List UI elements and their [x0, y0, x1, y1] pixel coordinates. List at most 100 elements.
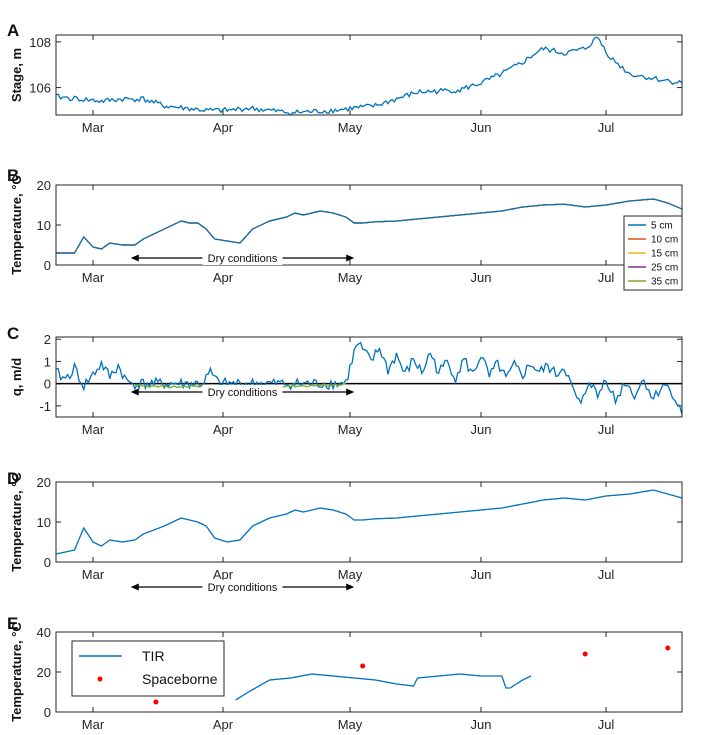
series-line-5cm — [56, 198, 682, 254]
x-tick-label: Mar — [82, 120, 105, 135]
panel-C: C -1 0 1 2 Mar Apr May Jun Jul q, m/d — [7, 324, 683, 437]
y-tick-label: 0 — [44, 555, 51, 570]
y-tick-label: 10 — [37, 515, 51, 530]
panel-D: D 0 10 20 Mar Apr May Jun Jul Temperature, °C — [7, 469, 683, 582]
x-tick-label: Jul — [598, 717, 615, 732]
spaceborne-point — [360, 663, 366, 669]
x-tick-label: May — [338, 567, 363, 582]
y-axis-label: Temperature, °C — [9, 175, 24, 275]
legend-label: 35 cm — [651, 277, 678, 288]
arrow-right-icon — [346, 583, 355, 591]
y-axis-label: Stage, m — [9, 48, 24, 102]
y-axis-label: q, m/d — [9, 358, 24, 396]
plot-area — [153, 645, 671, 705]
legend-label: 25 cm — [651, 263, 678, 274]
x-tick-label: May — [338, 717, 363, 732]
x-tick-label: Jul — [598, 567, 615, 582]
x-tick-label: Apr — [213, 717, 234, 732]
plot-area — [56, 36, 682, 115]
x-tick-label: Jun — [471, 120, 492, 135]
arrow-right-icon — [346, 254, 355, 262]
series-line-q — [56, 341, 682, 415]
legend-label-spaceborne: Spaceborne — [142, 671, 218, 687]
panel-letter: C — [7, 324, 19, 343]
legend-label: 10 cm — [651, 235, 678, 246]
axis-frame — [55, 481, 683, 563]
x-tick-label: Apr — [213, 567, 234, 582]
dry-conditions-annotation: Dry conditions — [130, 385, 355, 399]
dry-conditions-annotation: Dry conditions — [130, 580, 355, 594]
arrow-right-icon — [346, 388, 355, 396]
axis-frame — [55, 336, 683, 418]
annotation-text: Dry conditions — [208, 582, 278, 594]
panel-A: A 106 108 Mar Apr May Jun Jul Stage, m — [7, 21, 683, 135]
x-tick-label: Apr — [213, 270, 234, 285]
panel-letter: A — [7, 21, 19, 40]
x-tick-label: Jun — [471, 422, 492, 437]
axis-frame — [55, 631, 683, 713]
y-tick-label: 0 — [44, 258, 51, 273]
y-tick-label: 106 — [29, 81, 51, 96]
y-tick-label: 20 — [37, 475, 51, 490]
x-tick-label: Mar — [82, 567, 105, 582]
y-axis-label: Temperature, °C — [9, 622, 24, 722]
plot-area — [56, 489, 682, 555]
x-tick-label: Apr — [213, 422, 234, 437]
legend-e: TIR Spaceborne — [71, 640, 225, 697]
legend-box — [71, 640, 225, 697]
legend-swatch-spaceborne — [97, 676, 103, 682]
y-tick-label: 1 — [44, 354, 51, 369]
dry-conditions-annotation: Dry conditions — [130, 251, 355, 265]
axis-frame — [55, 34, 683, 116]
arrow-left-icon — [130, 254, 139, 262]
y-tick-label: 0 — [44, 705, 51, 720]
arrow-left-icon — [130, 388, 139, 396]
x-tick-label: Apr — [213, 120, 234, 135]
plot-area — [56, 341, 682, 415]
spaceborne-point — [665, 645, 671, 651]
y-tick-label: 40 — [37, 625, 51, 640]
legend-b: 5 cm 10 cm 15 cm 25 cm 35 cm — [623, 215, 683, 291]
series-line-Stage — [56, 36, 682, 115]
spaceborne-point — [153, 699, 159, 705]
x-tick-label: Mar — [82, 422, 105, 437]
panel-letter: E — [7, 614, 18, 633]
x-tick-label: Jul — [598, 120, 615, 135]
annotation-text: Dry conditions — [208, 253, 278, 265]
x-tick-label: Mar — [82, 717, 105, 732]
x-tick-label: Jul — [598, 422, 615, 437]
x-tick-label: May — [338, 120, 363, 135]
panel-letter: B — [7, 166, 19, 185]
y-tick-label: 2 — [44, 332, 51, 347]
x-tick-label: May — [338, 270, 363, 285]
series-line-tir — [235, 673, 532, 701]
legend-label: 15 cm — [651, 249, 678, 260]
x-tick-label: Jul — [598, 270, 615, 285]
series-line-temperature — [56, 489, 682, 555]
y-tick-label: 0 — [44, 377, 51, 392]
x-tick-label: Jun — [471, 717, 492, 732]
panel-E: E 0 20 40 Mar Apr May Jun Jul Temperature, °C — [7, 614, 683, 732]
y-tick-label: -1 — [39, 399, 51, 414]
legend-label-tir: TIR — [142, 648, 165, 664]
annotation-bg — [202, 251, 283, 265]
x-tick-label: Jun — [471, 567, 492, 582]
y-axis-label: Temperature, °C — [9, 472, 24, 572]
x-tick-label: Jun — [471, 270, 492, 285]
annotation-bg — [202, 580, 283, 594]
legend-label: 5 cm — [651, 221, 673, 232]
x-tick-label: Mar — [82, 270, 105, 285]
x-tick-label: May — [338, 422, 363, 437]
y-tick-label: 20 — [37, 178, 51, 193]
panel-B: B 0 10 20 Mar Apr May Jun Jul Temperature, °C — [7, 166, 683, 285]
annotation-bg — [202, 385, 283, 399]
annotation-text: Dry conditions — [208, 387, 278, 399]
y-tick-label: 10 — [37, 218, 51, 233]
panel-letter: D — [7, 469, 19, 488]
plot-area — [56, 198, 682, 254]
arrow-left-icon — [130, 583, 139, 591]
axis-frame — [55, 184, 683, 266]
y-tick-label: 20 — [37, 665, 51, 680]
y-tick-label: 108 — [29, 35, 51, 50]
